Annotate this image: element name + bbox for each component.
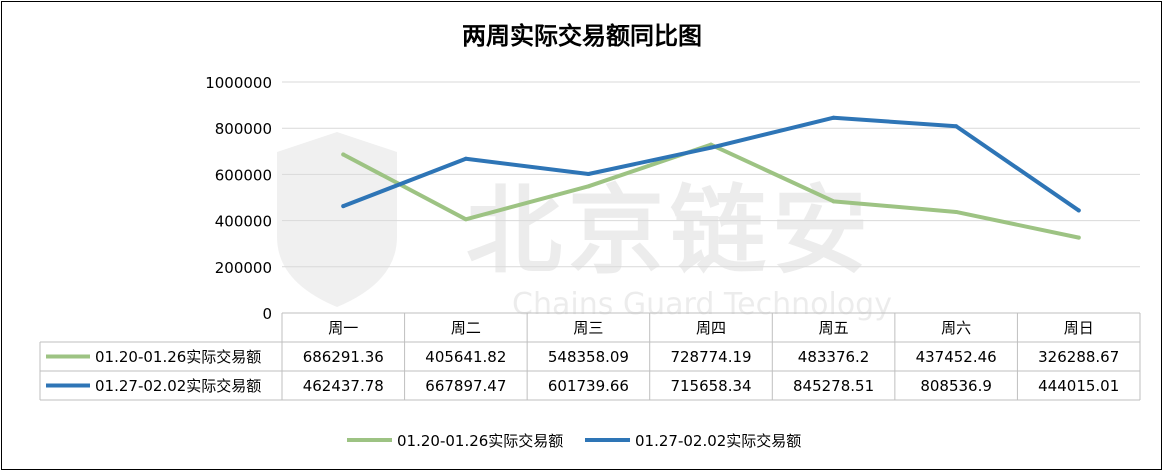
- table-cell-value: 405641.82: [425, 348, 506, 366]
- table-cell-value: 601739.66: [548, 377, 629, 395]
- table-cell-value: 437452.46: [916, 348, 997, 366]
- table-cell-value: 667897.47: [425, 377, 506, 395]
- table-cell-value: 845278.51: [793, 377, 874, 395]
- data-point: [463, 156, 468, 161]
- data-point: [709, 145, 713, 150]
- y-tick-label: 1000000: [205, 74, 272, 92]
- legend-label: 01.27-02.02实际交易额: [635, 432, 801, 450]
- data-point: [1076, 208, 1081, 213]
- table-cell-value: 326288.67: [1038, 348, 1119, 366]
- data-point: [586, 171, 591, 176]
- x-tick-label: 周一: [328, 319, 358, 337]
- data-point: [1076, 235, 1081, 240]
- x-tick-label: 周四: [696, 319, 726, 337]
- y-tick-label: 800000: [215, 120, 272, 138]
- x-tick-label: 周日: [1064, 319, 1094, 337]
- data-point: [341, 152, 346, 157]
- table-cell-value: 686291.36: [303, 348, 384, 366]
- table-series-name: 01.27-02.02实际交易额: [95, 377, 261, 395]
- table-cell-value: 808536.9: [920, 377, 992, 395]
- legend-label: 01.20-01.26实际交易额: [397, 432, 563, 450]
- y-tick-label: 400000: [215, 213, 272, 231]
- table-cell-value: 462437.78: [303, 377, 384, 395]
- watermark-brand-cn: 北京链安: [466, 175, 874, 287]
- y-tick-label: 600000: [215, 166, 272, 184]
- table-cell-value: 715658.34: [670, 377, 751, 395]
- data-point: [463, 217, 468, 222]
- x-tick-label: 周五: [819, 319, 849, 337]
- x-tick-label: 周二: [451, 319, 481, 337]
- watermark-shield-icon: [277, 132, 397, 307]
- x-tick-label: 周三: [573, 319, 603, 337]
- data-point: [831, 199, 836, 204]
- watermark-brand-en: Chains Guard Technology: [512, 287, 892, 322]
- y-tick-label: 0: [262, 305, 272, 323]
- data-point: [586, 184, 591, 189]
- table-cell-value: 728774.19: [670, 348, 751, 366]
- table-cell-value: 444015.01: [1038, 377, 1119, 395]
- data-point: [341, 204, 346, 209]
- table-cell-value: 483376.2: [798, 348, 870, 366]
- table-series-name: 01.20-01.26实际交易额: [95, 348, 261, 366]
- table-cell-value: 548358.09: [548, 348, 629, 366]
- watermark-logo: [277, 132, 397, 307]
- x-tick-label: 周六: [941, 319, 971, 337]
- data-point: [831, 115, 836, 120]
- data-point: [954, 124, 959, 129]
- chart-title: 两周实际交易额同比图: [462, 22, 702, 50]
- y-tick-label: 200000: [215, 259, 272, 277]
- data-point: [954, 209, 959, 214]
